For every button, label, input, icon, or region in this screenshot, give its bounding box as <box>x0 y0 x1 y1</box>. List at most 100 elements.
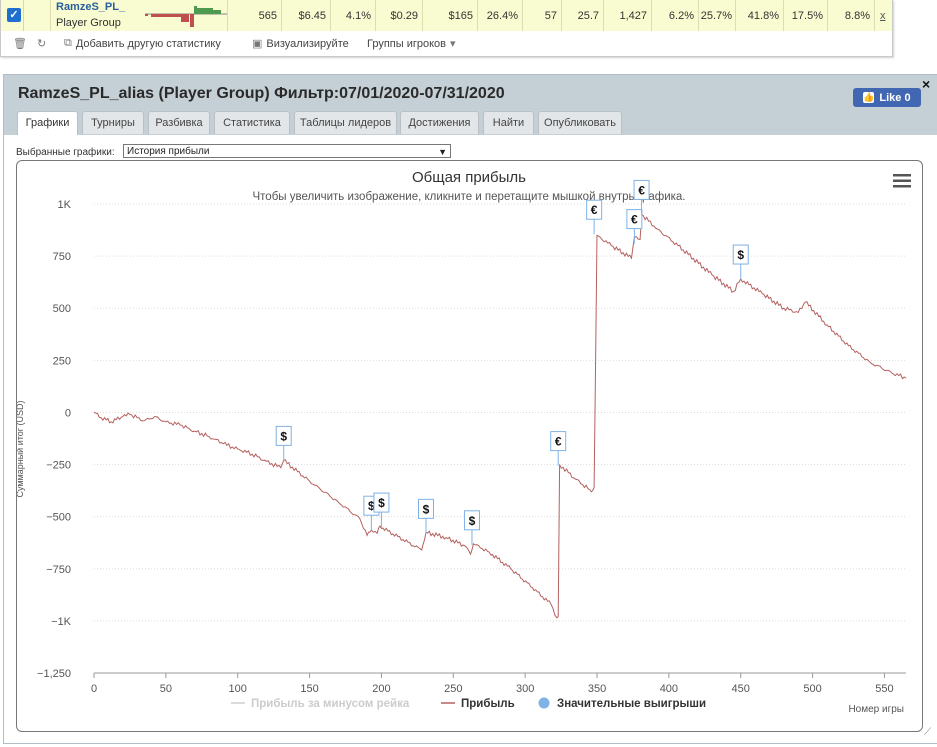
x-tick-label: 450 <box>732 683 750 695</box>
y-tick-label: 250 <box>53 355 71 367</box>
big-win-flag-label: $ <box>469 514 476 528</box>
profit-chart[interactable]: Общая прибыль Чтобы увеличить изображени… <box>15 161 922 731</box>
chart-gridlines <box>94 203 906 674</box>
chart-subtitle: Чтобы увеличить изображение, кликните и … <box>253 191 686 203</box>
chart-title: Общая прибыль <box>412 169 526 186</box>
panel-title: RamzeS_PL_alias (Player Group) Фильтр:07… <box>18 85 505 102</box>
legend-profit-after-rake[interactable]: Прибыль за минусом рейка <box>251 698 410 710</box>
y-tick-label: 1K <box>58 199 72 211</box>
row-checkbox[interactable]: ✓ <box>7 8 21 22</box>
trash-icon: 🗑 <box>13 38 27 50</box>
y-tick-label: −500 <box>46 512 71 524</box>
big-win-flag[interactable]: $ <box>417 498 434 534</box>
facebook-like-button[interactable]: 👍 Like 0 <box>853 88 921 107</box>
sparkline-bar <box>181 14 189 22</box>
delete-button[interactable]: 🗑 <box>13 37 27 50</box>
big-win-flag-label: $ <box>378 496 385 510</box>
tab-statistics[interactable]: Статистика <box>214 111 290 134</box>
y-tick-label: −1K <box>51 616 72 628</box>
facebook-like-label: Like 0 <box>879 91 911 104</box>
chart-legend: Прибыль за минусом рейка Прибыль Значите… <box>231 697 706 710</box>
y-tick-label: −250 <box>46 460 71 472</box>
player-details-panel: RamzeS_PL_alias (Player Group) Фильтр:07… <box>3 74 937 744</box>
tab-content: Выбранные графики: История прибыли ▼ Общ… <box>4 135 937 743</box>
chart-select[interactable]: История прибыли ▼ <box>123 144 451 158</box>
chevron-down-icon: ▼ <box>438 147 447 157</box>
stat-roi: 4.1% <box>345 10 371 22</box>
hamburger-icon <box>893 185 911 188</box>
stat-pct-c: 41.8% <box>747 10 779 22</box>
sparkline-bar <box>145 14 148 16</box>
x-tick-label: 200 <box>372 683 390 695</box>
refresh-button[interactable]: ↻ <box>37 37 46 50</box>
x-tick-label: 0 <box>91 683 97 695</box>
visualize-button[interactable]: ▣ Визуализируйте <box>252 37 349 51</box>
legend-dot-big-wins <box>538 697 550 709</box>
stat-winnings: $6.45 <box>298 10 326 22</box>
player-name-link[interactable]: RamzeS_PL_ <box>56 1 126 13</box>
big-win-flag[interactable]: € <box>586 199 603 235</box>
stat-count: 57 <box>544 10 557 22</box>
remove-row-link[interactable]: x <box>880 10 886 22</box>
chart-select-label: Выбранные графики: <box>16 147 115 158</box>
sparkline-bar <box>194 6 197 14</box>
big-win-flag-label: € <box>555 435 562 449</box>
chart-container: Общая прибыль Чтобы увеличить изображени… <box>15 160 923 732</box>
stat-pct-a: 6.2% <box>668 10 694 22</box>
big-win-flag[interactable]: € <box>633 179 650 215</box>
big-win-flag[interactable]: € <box>626 209 643 244</box>
add-column-icon: ⧉ <box>64 37 72 49</box>
refresh-icon: ↻ <box>37 38 47 50</box>
y-tick-label: −750 <box>46 564 71 576</box>
x-tick-label: 50 <box>160 683 172 695</box>
big-win-flag-label: € <box>591 203 598 217</box>
x-axis-label: Номер игры <box>848 704 904 715</box>
tab-tournaments[interactable]: Турниры <box>82 111 144 134</box>
y-tick-label: 0 <box>65 407 71 419</box>
big-win-flag-label: $ <box>737 248 744 262</box>
profit-sparkline <box>145 6 227 27</box>
y-tick-label: 500 <box>53 303 71 315</box>
tab-breakdown[interactable]: Разбивка <box>148 111 210 134</box>
x-axis-ticks: 0 50 100 150 200 250 300 350 400 450 500 550 <box>91 672 906 695</box>
tab-search[interactable]: Найти <box>483 111 534 134</box>
player-group-label: Player Group <box>56 17 121 29</box>
add-stat-button[interactable]: ⧉ Добавить другую статистику <box>64 37 221 50</box>
close-icon[interactable]: × <box>922 76 931 92</box>
chevron-down-icon: ▾ <box>450 38 456 50</box>
sparkline-bar <box>197 8 213 14</box>
big-win-flag[interactable]: $ <box>463 510 480 545</box>
big-wins-flags: $$ $ $$€€€€$ <box>275 179 749 545</box>
tab-publish[interactable]: Опубликовать <box>538 111 622 134</box>
chart-menu-button[interactable] <box>893 174 911 188</box>
profit-series-line[interactable] <box>93 213 907 619</box>
y-tick-label: 750 <box>53 251 71 263</box>
tab-charts[interactable]: Графики <box>17 111 78 135</box>
big-win-flag[interactable]: € <box>550 431 567 466</box>
big-win-flag[interactable]: $ <box>732 244 749 280</box>
resize-handle-icon[interactable]: ⟋ <box>924 727 931 738</box>
stat-itm: 26.4% <box>486 10 518 22</box>
legend-big-wins[interactable]: Значительные выигрыши <box>557 698 706 710</box>
tab-leaderboards[interactable]: Таблицы лидеров <box>294 111 397 134</box>
tab-achievements[interactable]: Достижения <box>400 111 479 134</box>
sparkline-bar <box>190 14 194 27</box>
visualize-label: Визуализируйте <box>266 37 349 50</box>
chart-select-value: История прибыли <box>127 146 210 157</box>
big-win-flag[interactable]: $ <box>275 425 292 461</box>
big-win-flag[interactable]: $ <box>373 492 390 528</box>
legend-profit[interactable]: Прибыль <box>461 698 515 710</box>
stat-avg: 25.7 <box>577 10 599 22</box>
x-tick-label: 500 <box>803 683 821 695</box>
add-stat-label: Добавить другую статистику <box>75 37 221 50</box>
y-tick-label: −1,250 <box>37 668 71 680</box>
thumbs-up-icon: 👍 <box>863 92 875 103</box>
sparkline-bar <box>213 10 221 14</box>
big-win-flag-label: € <box>638 183 645 197</box>
stat-pct-b: 25.7% <box>700 10 732 22</box>
stat-pct-e: 8.8% <box>844 10 870 22</box>
y-axis-ticks: −1,250 −1K −750 −500 −250 0 250 500 750 1K <box>37 199 72 680</box>
image-icon: ▣ <box>252 38 263 50</box>
player-groups-dropdown[interactable]: Группы игроков ▾ <box>367 37 456 51</box>
x-tick-label: 300 <box>516 683 534 695</box>
